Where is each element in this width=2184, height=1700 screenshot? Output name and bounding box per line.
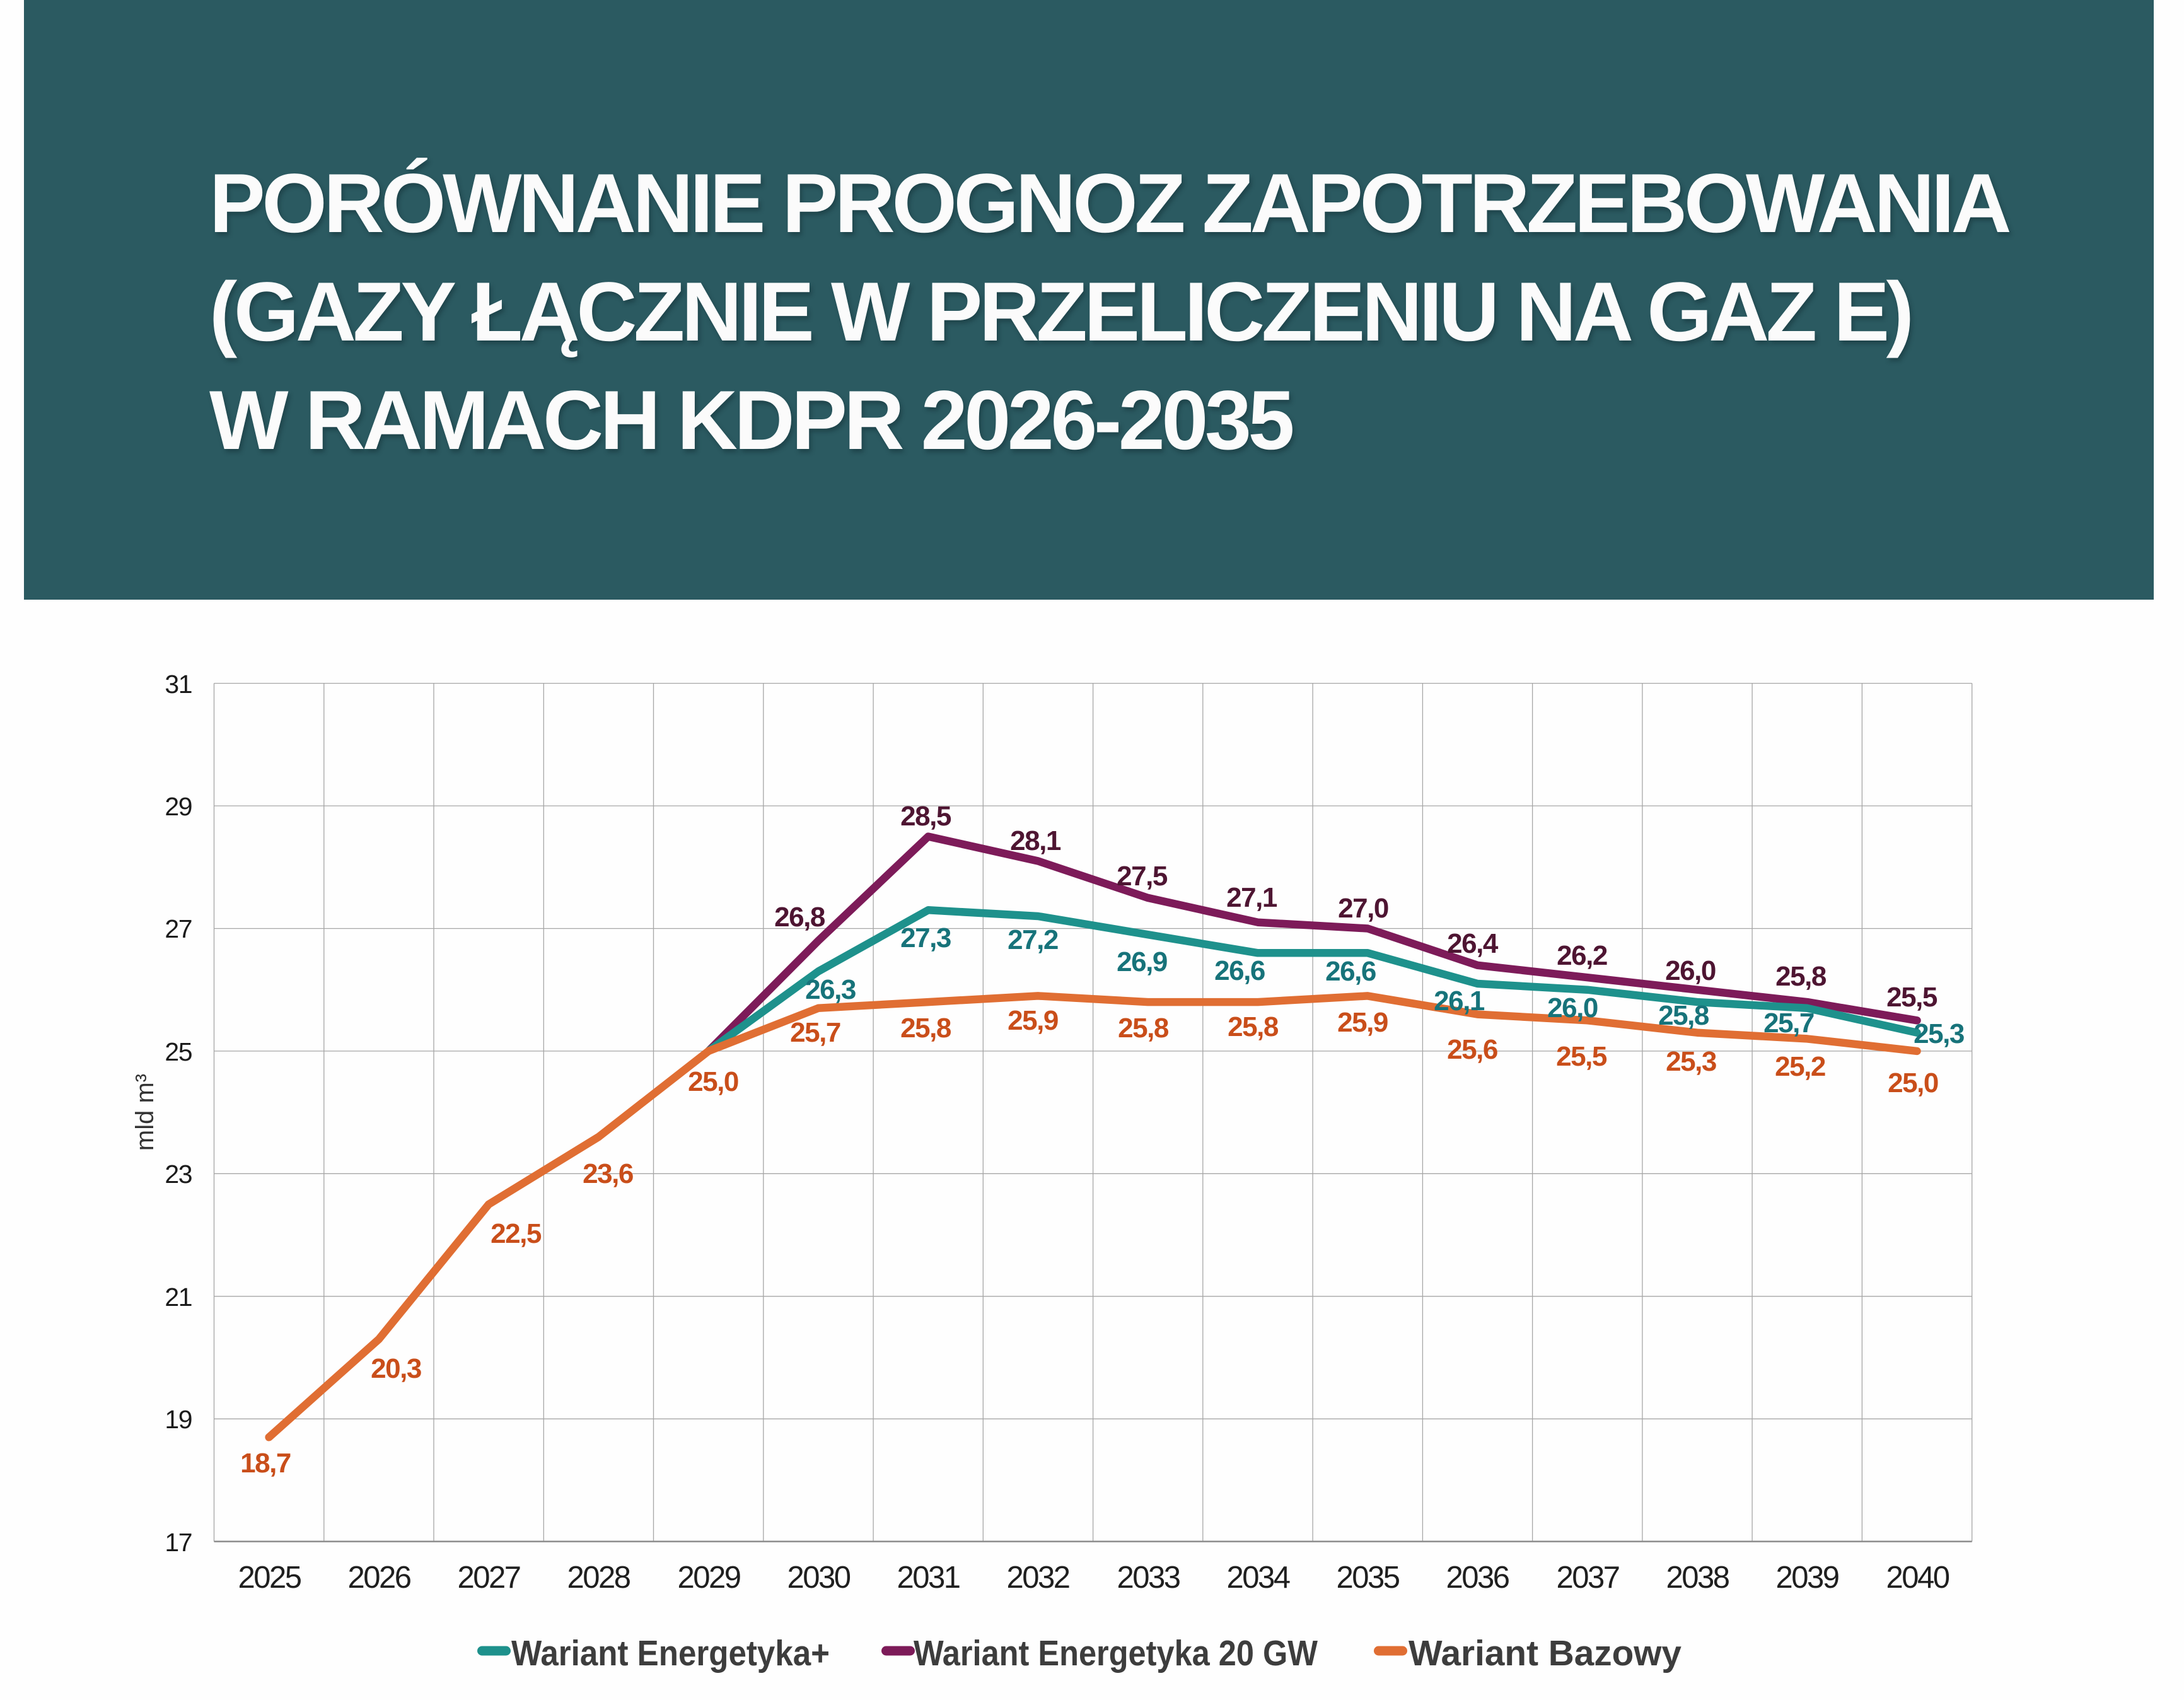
svg-text:25,5: 25,5 [1886, 982, 1937, 1013]
svg-text:25,8: 25,8 [900, 1013, 951, 1044]
svg-text:mld m³: mld m³ [131, 1074, 159, 1151]
svg-text:22,5: 22,5 [491, 1218, 542, 1249]
svg-text:2027: 2027 [457, 1561, 520, 1595]
svg-text:2033: 2033 [1117, 1561, 1180, 1595]
svg-text:23: 23 [165, 1160, 192, 1189]
svg-text:26,1: 26,1 [1434, 986, 1485, 1016]
svg-text:27,3: 27,3 [900, 923, 951, 953]
svg-text:19: 19 [165, 1405, 192, 1434]
svg-text:26,6: 26,6 [1214, 955, 1265, 986]
svg-text:2032: 2032 [1006, 1561, 1069, 1595]
svg-text:28,1: 28,1 [1010, 825, 1061, 856]
svg-text:29: 29 [165, 792, 192, 821]
svg-text:25,3: 25,3 [1666, 1046, 1716, 1077]
svg-text:25,2: 25,2 [1775, 1051, 1825, 1082]
svg-text:2028: 2028 [567, 1561, 630, 1595]
svg-text:26,2: 26,2 [1557, 940, 1607, 971]
svg-text:Wariant Energetyka 20 GW: Wariant Energetyka 20 GW [914, 1633, 1318, 1674]
svg-text:25,5: 25,5 [1556, 1041, 1607, 1072]
svg-text:2025: 2025 [238, 1561, 301, 1595]
svg-text:26,3: 26,3 [805, 974, 856, 1005]
svg-text:25,0: 25,0 [1888, 1068, 1938, 1098]
svg-text:25,7: 25,7 [790, 1017, 840, 1048]
svg-text:26,9: 26,9 [1117, 946, 1167, 977]
svg-text:17: 17 [165, 1528, 192, 1557]
svg-text:27,1: 27,1 [1226, 882, 1277, 913]
svg-text:26,0: 26,0 [1547, 993, 1598, 1023]
svg-text:2036: 2036 [1446, 1561, 1509, 1595]
svg-text:25,0: 25,0 [688, 1066, 738, 1097]
svg-text:26,4: 26,4 [1447, 928, 1499, 959]
svg-text:27,5: 27,5 [1117, 861, 1168, 892]
svg-text:2030: 2030 [787, 1561, 850, 1595]
svg-text:2031: 2031 [897, 1561, 959, 1595]
svg-text:25,7: 25,7 [1763, 1008, 1814, 1039]
svg-text:Wariant Energetyka+: Wariant Energetyka+ [511, 1633, 830, 1674]
svg-text:25,9: 25,9 [1337, 1007, 1388, 1038]
svg-text:25,3: 25,3 [1914, 1018, 1964, 1049]
svg-text:2035: 2035 [1336, 1561, 1399, 1595]
svg-text:Wariant Bazowy: Wariant Bazowy [1409, 1633, 1682, 1674]
svg-text:20,3: 20,3 [371, 1353, 421, 1384]
svg-text:23,6: 23,6 [583, 1158, 633, 1189]
svg-text:18,7: 18,7 [240, 1448, 291, 1479]
svg-text:26,8: 26,8 [774, 902, 825, 933]
svg-text:2029: 2029 [677, 1561, 740, 1595]
svg-text:2026: 2026 [347, 1561, 410, 1595]
svg-text:25,8: 25,8 [1658, 1000, 1709, 1031]
svg-text:27,0: 27,0 [1338, 893, 1388, 924]
svg-text:21: 21 [165, 1283, 192, 1312]
svg-text:2034: 2034 [1226, 1561, 1289, 1595]
svg-text:26,6: 26,6 [1325, 956, 1376, 987]
svg-text:25,8: 25,8 [1118, 1013, 1169, 1044]
svg-text:2037: 2037 [1556, 1561, 1618, 1595]
svg-text:2038: 2038 [1666, 1561, 1729, 1595]
svg-text:2040: 2040 [1886, 1561, 1949, 1595]
svg-text:2039: 2039 [1775, 1561, 1838, 1595]
svg-text:27: 27 [165, 914, 192, 943]
svg-text:25,8: 25,8 [1228, 1011, 1279, 1042]
svg-text:27,2: 27,2 [1008, 924, 1058, 955]
svg-text:25,6: 25,6 [1447, 1034, 1497, 1065]
svg-text:28,5: 28,5 [900, 801, 951, 832]
svg-text:25: 25 [165, 1037, 192, 1066]
svg-text:25,9: 25,9 [1008, 1005, 1058, 1036]
svg-text:25,8: 25,8 [1775, 961, 1827, 992]
svg-text:26,0: 26,0 [1665, 955, 1716, 986]
svg-text:31: 31 [165, 670, 192, 699]
